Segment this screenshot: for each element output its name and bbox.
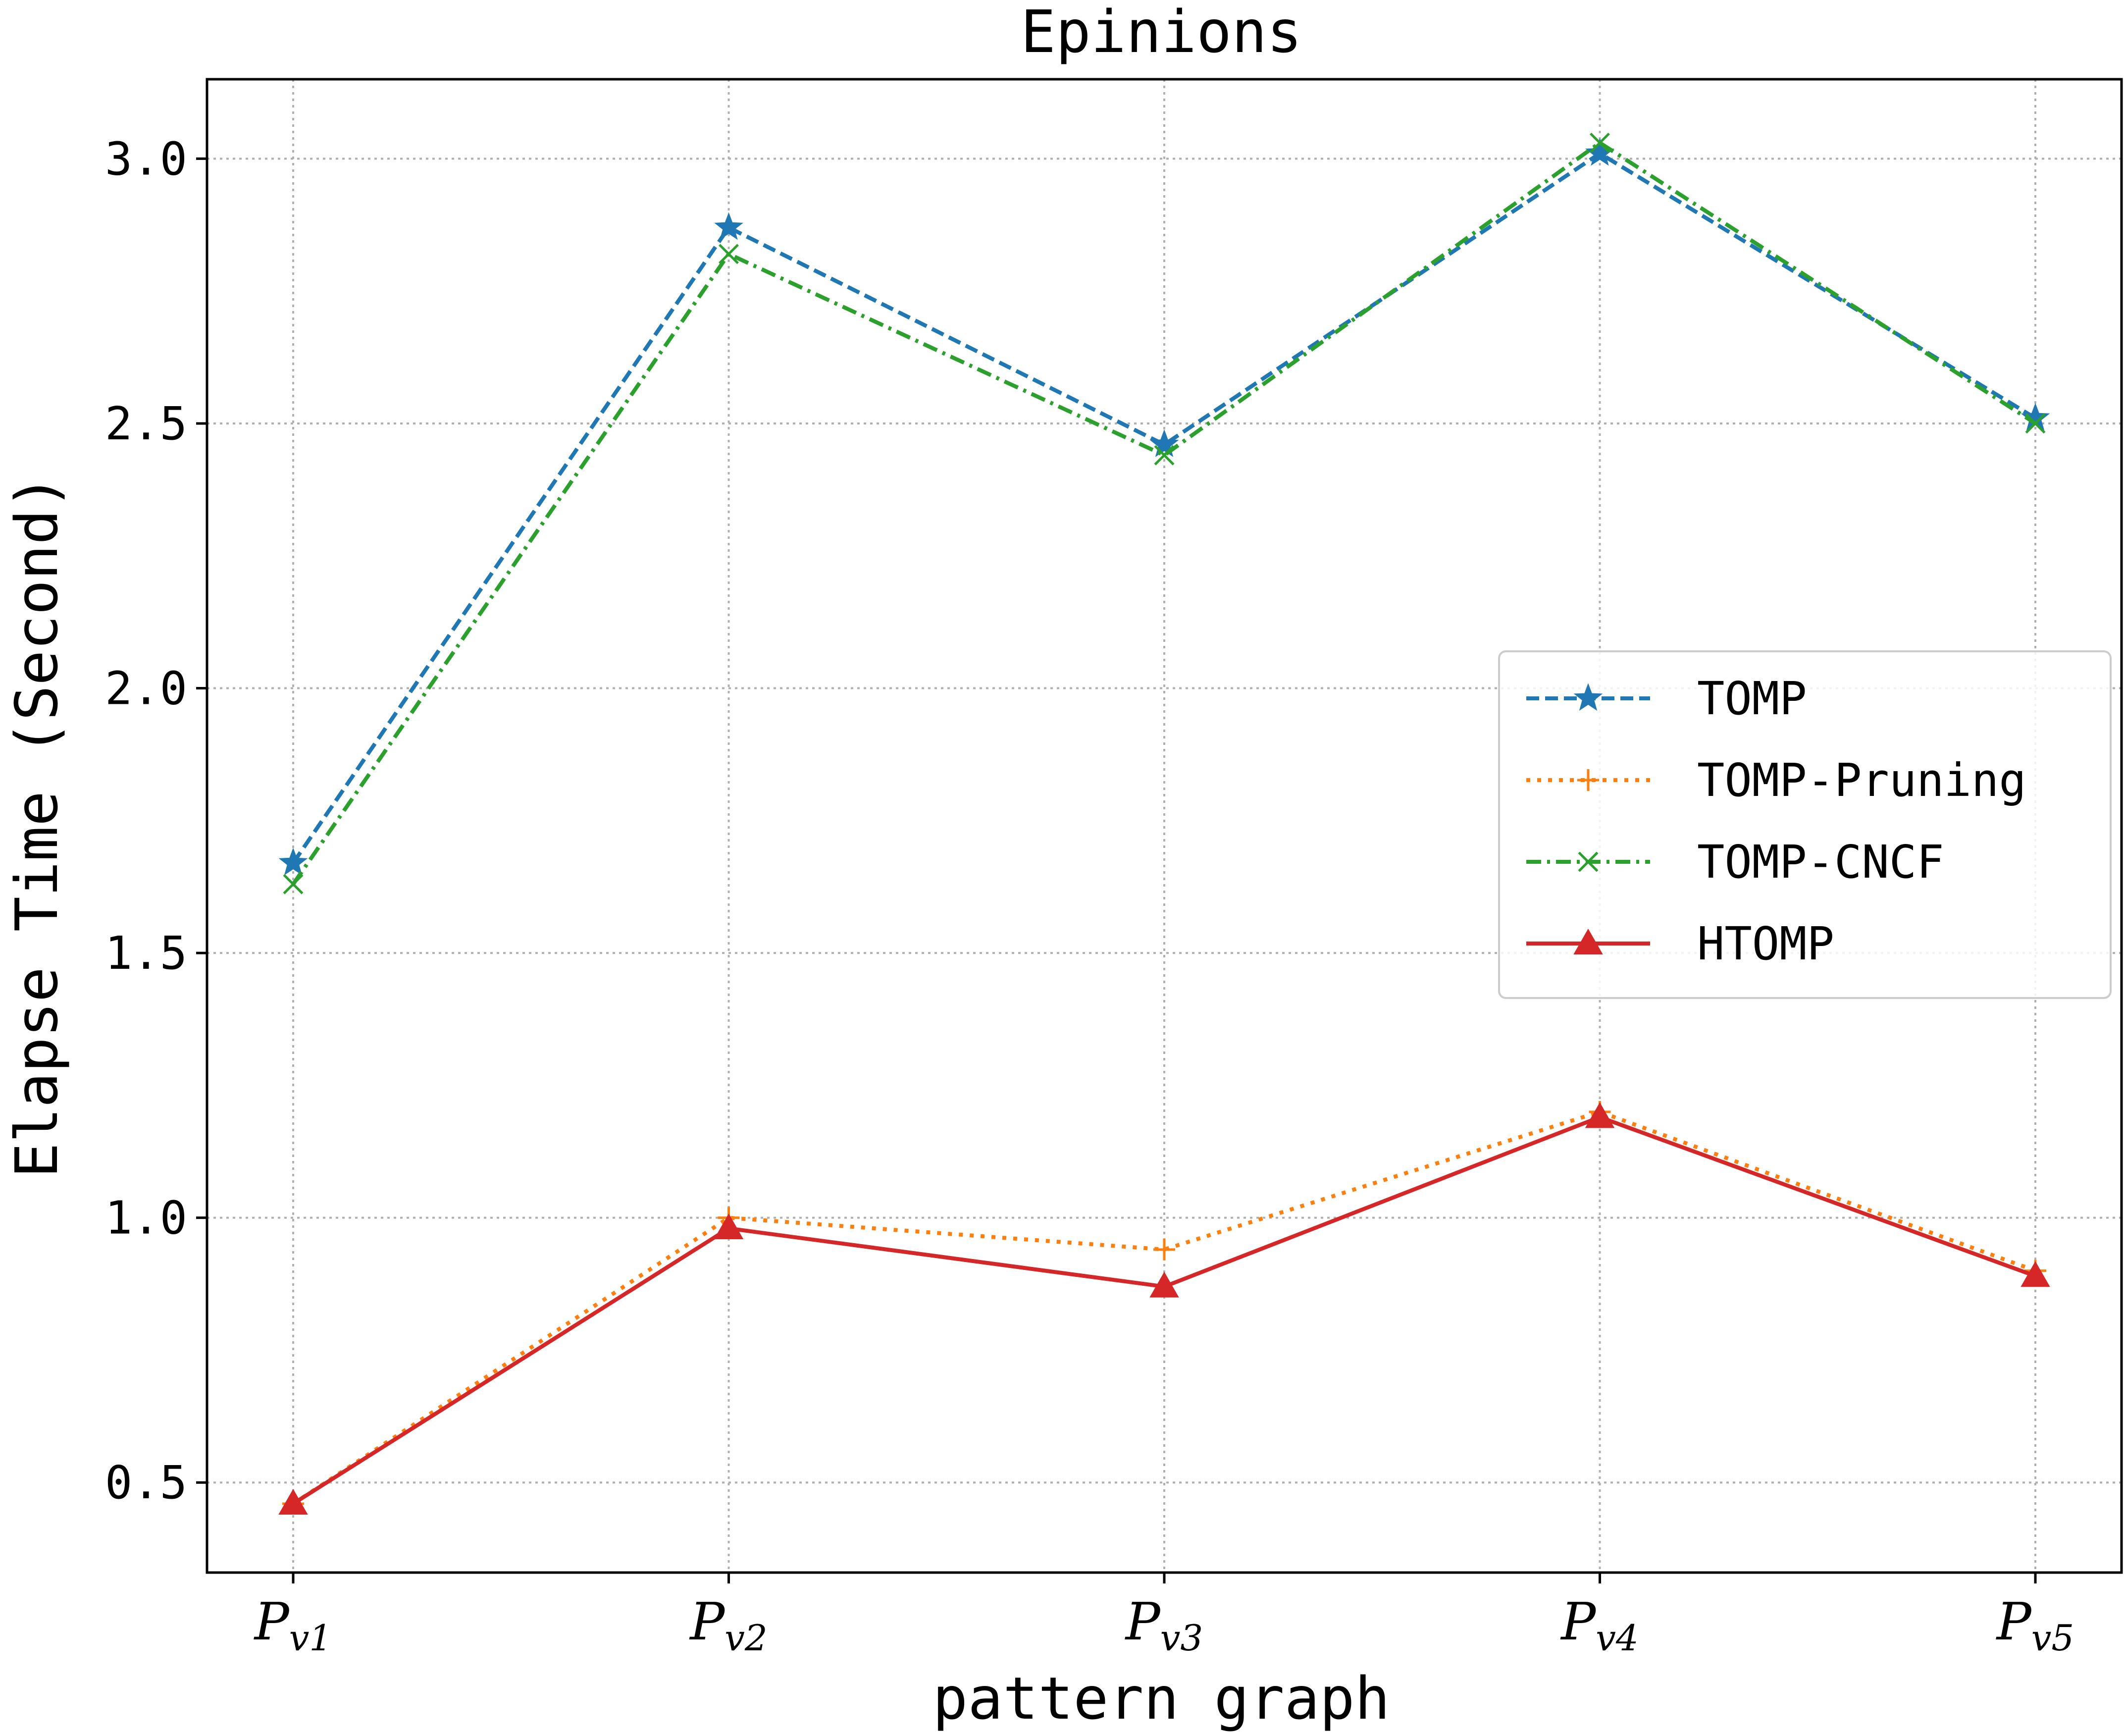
series-tomp (278, 138, 2050, 876)
x-axis-label: pattern graph (933, 1664, 1390, 1733)
series-htomp (278, 1102, 2050, 1515)
data-point-htomp (714, 1213, 744, 1240)
chart-title: Epinions (1021, 0, 1302, 66)
x-tick-label: Pv3 (1125, 1591, 1203, 1659)
legend-entry-htomp: HTOMP (1526, 917, 1834, 970)
x-tick-label-main: P (1560, 1591, 1597, 1652)
y-tick-label: 3.0 (105, 132, 187, 185)
data-point-htomp (1149, 1271, 1179, 1298)
y-axis-ticks: 0.5 1.0 1.5 2.0 2.5 3.0 (105, 132, 207, 1509)
x-tick-label-sub: v3 (1160, 1617, 1203, 1659)
y-tick-label: 2.5 (105, 397, 187, 450)
data-point-htomp (278, 1488, 308, 1515)
data-point-htomp (1585, 1102, 1615, 1128)
data-point-tomp-cncf (1590, 132, 1610, 153)
legend-entry-tomp-cncf: TOMP-CNCF (1526, 836, 1944, 889)
data-point-htomp (2021, 1261, 2050, 1287)
x-tick-label-main: P (254, 1591, 290, 1652)
y-tick-label: 0.5 (105, 1456, 187, 1509)
data-point-tomp-cncf (719, 244, 739, 264)
series-line-tomp (291, 151, 2037, 864)
data-point-tomp-cncf (2025, 413, 2046, 434)
data-point-tomp-pruning (1153, 1238, 1175, 1261)
y-tick-label: 1.5 (105, 927, 187, 980)
data-point-tomp-cncf (1154, 445, 1175, 466)
x-tick-label: Pv4 (1560, 1591, 1638, 1659)
legend-marker-tomp-cncf (1578, 851, 1599, 872)
series-line-tomp-cncf (291, 141, 2037, 886)
x-tick-label-sub: v2 (725, 1617, 767, 1659)
legend-label-tomp-pruning: TOMP-Pruning (1697, 754, 2026, 807)
legend-box (1498, 650, 2112, 999)
legend-label-htomp: HTOMP (1697, 917, 1834, 970)
x-tick-label-main: P (689, 1591, 726, 1652)
grid-lines (207, 79, 2122, 1573)
x-tick-label: Pv2 (689, 1591, 767, 1659)
y-axis-label: Elapse Time (Second) (2, 474, 71, 1178)
x-axis-ticks: Pv1 Pv2 Pv3 Pv4 Pv5 (254, 1573, 2074, 1659)
legend-marker-tomp-pruning (1577, 769, 1599, 791)
legend-marker-htomp (1573, 928, 1603, 954)
y-tick-label: 2.0 (105, 662, 187, 715)
series-line-tomp-pruning (292, 1109, 2036, 1506)
legend: TOMP TOMP-Pruning TOMP-CNCF HTOMP (1498, 650, 2112, 999)
legend-entry-tomp-pruning: TOMP-Pruning (1526, 754, 2026, 807)
x-tick-label: Pv1 (254, 1591, 332, 1659)
legend-label-tomp: TOMP (1697, 672, 1807, 725)
data-point-tomp (278, 847, 308, 876)
legend-label-tomp-cncf: TOMP-CNCF (1697, 836, 1944, 889)
x-tick-label-sub: v5 (2031, 1617, 2074, 1659)
y-tick-label: 1.0 (105, 1192, 187, 1245)
x-tick-label-main: P (1996, 1591, 2032, 1652)
x-tick-label: Pv5 (1996, 1591, 2074, 1659)
series-tomp-cncf (283, 132, 2046, 894)
data-point-tomp (714, 212, 743, 240)
data-point-tomp-cncf (283, 874, 304, 894)
legend-entry-tomp: TOMP (1526, 672, 1807, 725)
data-point-tomp (1149, 429, 1179, 457)
x-tick-label-main: P (1125, 1591, 1161, 1652)
x-tick-label-sub: v4 (1596, 1617, 1638, 1659)
series-layer (278, 132, 2050, 1515)
x-tick-label-sub: v1 (289, 1617, 332, 1659)
legend-marker-tomp (1573, 683, 1603, 711)
